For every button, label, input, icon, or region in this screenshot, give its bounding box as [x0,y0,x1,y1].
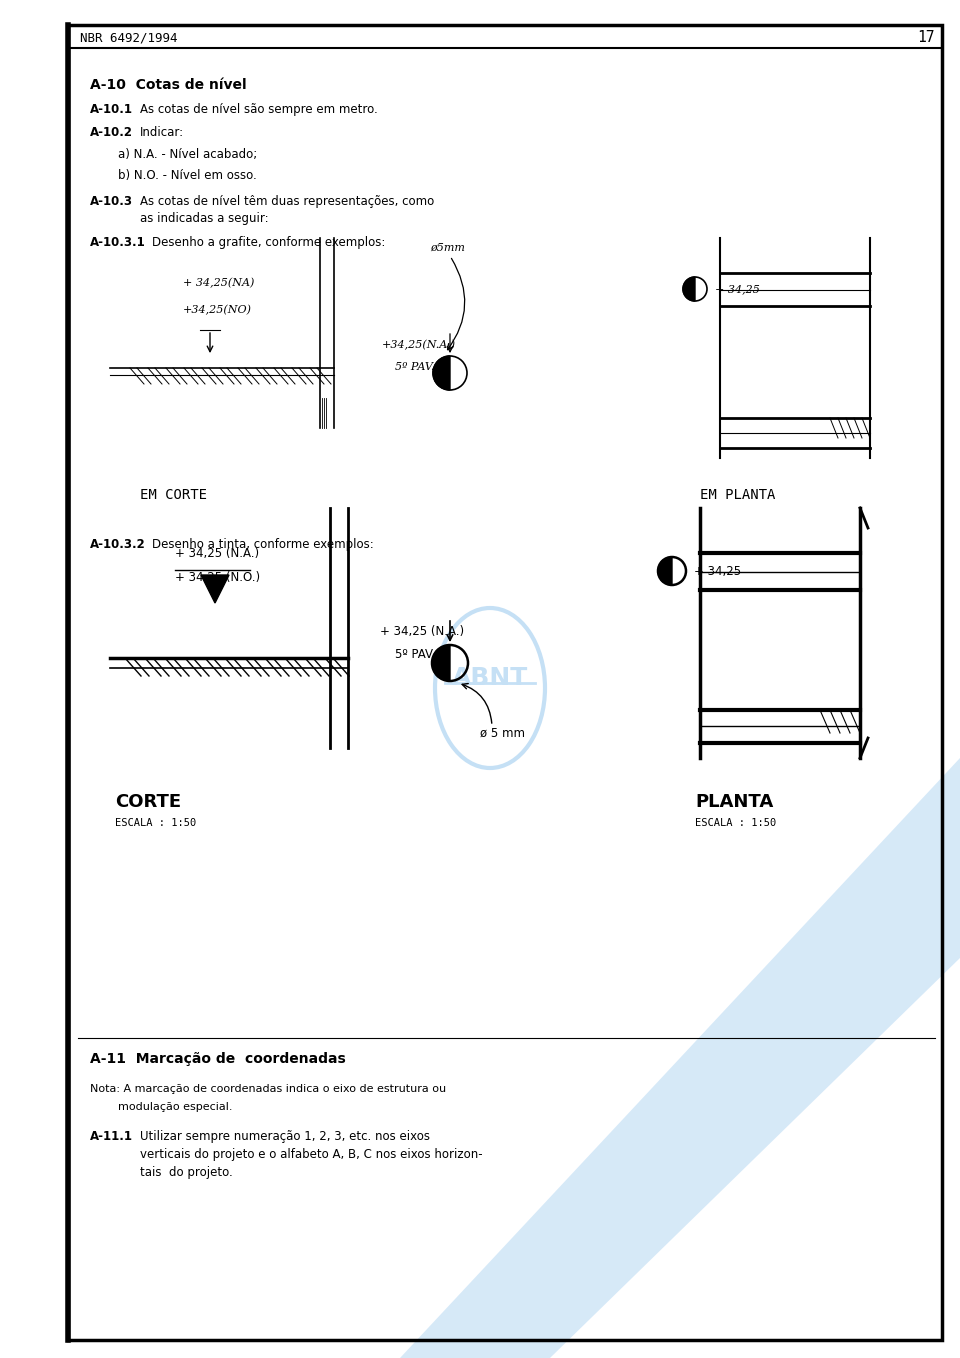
Text: A-10  Cotas de nível: A-10 Cotas de nível [90,77,247,92]
Text: PLANTA: PLANTA [695,793,773,811]
Wedge shape [658,557,672,585]
Text: 5º PAV.: 5º PAV. [395,649,435,661]
Text: tais  do projeto.: tais do projeto. [140,1167,232,1179]
Text: As cotas de nível são sempre em metro.: As cotas de nível são sempre em metro. [140,103,377,115]
Text: As cotas de nível têm duas representações, como: As cotas de nível têm duas representaçõe… [140,196,434,208]
Wedge shape [433,356,450,390]
Text: ABNT: ABNT [452,665,528,690]
Text: +34,25(N.A.): +34,25(N.A.) [382,340,456,350]
Text: +34,25(NO): +34,25(NO) [183,304,252,315]
Text: Nota: A marcação de coordenadas indica o eixo de estrutura ou: Nota: A marcação de coordenadas indica o… [90,1084,446,1095]
Text: A-11  Marcação de  coordenadas: A-11 Marcação de coordenadas [90,1052,346,1066]
Text: as indicadas a seguir:: as indicadas a seguir: [140,212,269,225]
Text: modulação especial.: modulação especial. [118,1101,232,1112]
Text: + 34,25 (N.A.): + 34,25 (N.A.) [380,625,464,637]
Text: verticais do projeto e o alfabeto A, B, C nos eixos horizon-: verticais do projeto e o alfabeto A, B, … [140,1148,483,1161]
Text: A-10.3.2: A-10.3.2 [90,538,146,551]
Text: ESCALA : 1:50: ESCALA : 1:50 [695,818,777,828]
Text: NBR 6492/1994: NBR 6492/1994 [80,31,178,45]
Text: Indicar:: Indicar: [140,126,184,139]
Text: + 34,25(NA): + 34,25(NA) [183,278,254,288]
Text: Desenho a tinta, conforme exemplos:: Desenho a tinta, conforme exemplos: [152,538,373,551]
Text: + 34,25 (N.O.): + 34,25 (N.O.) [175,572,260,584]
Text: EM PLANTA: EM PLANTA [700,488,776,502]
Text: 17: 17 [918,30,935,46]
Text: A-10.3: A-10.3 [90,196,133,208]
Wedge shape [683,277,695,301]
Polygon shape [400,0,960,1358]
Wedge shape [432,645,450,680]
Text: 5º PAV.: 5º PAV. [395,363,434,372]
Text: Desenho a grafite, conforme exemplos:: Desenho a grafite, conforme exemplos: [152,236,385,249]
Text: CORTE: CORTE [115,793,181,811]
Text: ø 5 mm: ø 5 mm [480,727,525,740]
Text: A-10.1: A-10.1 [90,103,133,115]
Text: ø5mm: ø5mm [430,243,465,253]
Text: + 34,25 (N.A.): + 34,25 (N.A.) [175,546,259,559]
Text: Utilizar sempre numeração 1, 2, 3, etc. nos eixos: Utilizar sempre numeração 1, 2, 3, etc. … [140,1130,430,1143]
Text: EM CORTE: EM CORTE [140,488,207,502]
Polygon shape [201,574,229,603]
Text: A-11.1: A-11.1 [90,1130,133,1143]
Text: A-10.2: A-10.2 [90,126,133,139]
Text: ESCALA : 1:50: ESCALA : 1:50 [115,818,196,828]
Text: A-10.3.1: A-10.3.1 [90,236,146,249]
Text: + 34,25: + 34,25 [694,565,741,577]
Text: + 34,25: + 34,25 [715,284,760,293]
Text: b) N.O. - Nível em osso.: b) N.O. - Nível em osso. [118,168,256,182]
Text: a) N.A. - Nível acabado;: a) N.A. - Nível acabado; [118,148,257,162]
